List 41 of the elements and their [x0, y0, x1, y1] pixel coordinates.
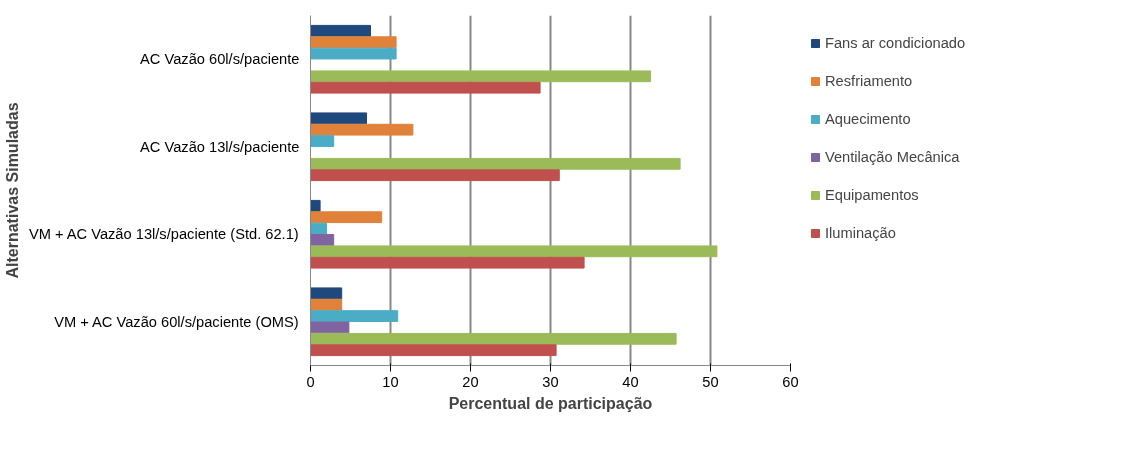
bar — [310, 332, 677, 345]
y-tick-label: AC Vazão 60l/s/paciente — [140, 51, 300, 68]
bar — [310, 157, 681, 170]
bar — [310, 70, 651, 83]
bar — [310, 234, 335, 246]
x-tick-label: 10 — [382, 373, 399, 390]
bar — [310, 135, 335, 147]
bar — [310, 211, 383, 224]
legend-label: Aquecimento — [825, 111, 911, 127]
bar — [310, 310, 399, 322]
x-tick-label: 60 — [782, 373, 799, 390]
bar — [310, 344, 557, 357]
y-tick-label: VM + AC Vazão 13l/s/paciente (Std. 62.1) — [28, 226, 299, 243]
y-tick-label: VM + AC Vazão 60l/s/paciente (OMS) — [54, 313, 299, 330]
bar — [310, 112, 367, 125]
bar — [310, 81, 541, 94]
bar — [310, 287, 343, 300]
x-axis-title: Percentual de participação — [448, 394, 653, 412]
x-tick-label: 20 — [462, 373, 479, 390]
x-tick-label: 50 — [702, 373, 719, 390]
legend-label: Fans ar condicionado — [825, 35, 966, 51]
bar — [310, 24, 371, 37]
bar — [310, 199, 321, 212]
x-tick-label: 30 — [542, 373, 559, 390]
x-tick-label: 40 — [622, 373, 639, 390]
bar — [310, 222, 327, 235]
bar — [310, 298, 343, 311]
bar — [310, 245, 718, 258]
legend-label: Iluminação — [825, 225, 896, 241]
bar — [310, 36, 397, 49]
bar — [310, 321, 350, 334]
bar — [310, 169, 560, 182]
y-tick-label: AC Vazão 13l/s/paciente — [140, 138, 300, 155]
y-axis-title: Alternativas Simuladas — [3, 102, 21, 279]
bar — [310, 256, 585, 269]
legend-label: Resfriamento — [825, 73, 913, 89]
bar — [310, 47, 397, 60]
legend-label: Ventilação Mecânica — [825, 149, 960, 165]
x-tick-label: 0 — [306, 373, 315, 390]
legend-label: Equipamentos — [825, 187, 919, 203]
bar — [310, 123, 414, 136]
